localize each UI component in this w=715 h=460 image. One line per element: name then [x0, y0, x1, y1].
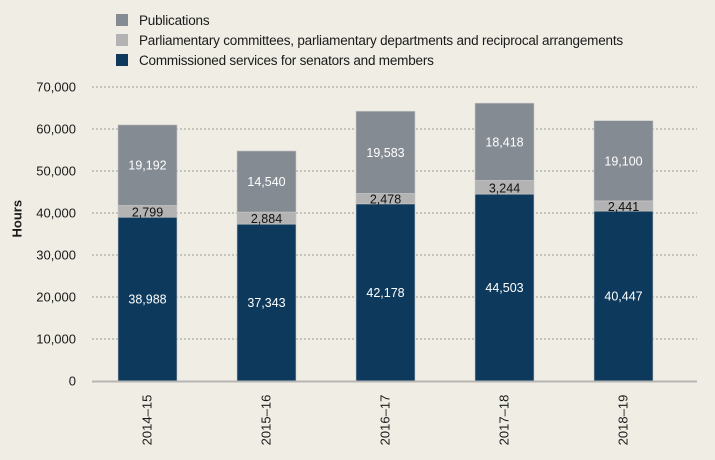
y-tick-label: 0 — [69, 374, 76, 389]
data-label: 40,447 — [604, 290, 642, 304]
data-label: 19,100 — [604, 154, 642, 168]
y-tick-label: 30,000 — [36, 248, 76, 263]
legend-swatch-commissioned — [116, 54, 128, 66]
legend-label-publications: Publications — [139, 12, 210, 28]
legend-swatch-publications — [116, 14, 128, 26]
legend-item-parliamentary: Parliamentary committees, parliamentary … — [116, 30, 623, 50]
bar-segment — [355, 110, 416, 194]
y-tick-label: 60,000 — [36, 122, 76, 137]
bar-segment — [355, 203, 416, 382]
bar-segment — [474, 102, 535, 181]
data-label: 2,799 — [132, 205, 163, 219]
data-label: 2,884 — [251, 212, 282, 226]
legend-label-commissioned: Commissioned services for senators and m… — [139, 52, 434, 68]
data-label: 18,418 — [485, 135, 523, 149]
y-tick-label: 20,000 — [36, 290, 76, 305]
data-label: 2,478 — [370, 193, 401, 207]
data-label: 2,441 — [608, 200, 639, 214]
x-tick-label: 2018–19 — [616, 395, 631, 446]
y-tick-label: 70,000 — [36, 80, 76, 95]
y-tick-label: 10,000 — [36, 332, 76, 347]
legend-item-commissioned: Commissioned services for senators and m… — [116, 50, 623, 70]
data-label: 3,244 — [489, 181, 520, 195]
bar-segment — [593, 210, 654, 382]
data-label: 37,343 — [247, 296, 285, 310]
data-label: 44,503 — [485, 281, 523, 295]
x-tick-label: 2017–18 — [497, 395, 512, 446]
bar-segment — [474, 193, 535, 382]
y-tick-label: 50,000 — [36, 164, 76, 179]
data-label: 14,540 — [247, 175, 285, 189]
data-label: 19,583 — [366, 146, 404, 160]
legend-label-parliamentary: Parliamentary committees, parliamentary … — [139, 32, 623, 48]
x-tick-label: 2014–15 — [140, 395, 155, 446]
bar-segment — [236, 150, 297, 213]
legend-swatch-parliamentary — [116, 34, 128, 46]
x-tick-label: 2016–17 — [378, 395, 393, 446]
bar-segment — [117, 124, 178, 206]
y-tick-label: 40,000 — [36, 206, 76, 221]
bar-segment — [117, 216, 178, 382]
legend-item-publications: Publications — [116, 10, 623, 30]
data-label: 19,192 — [128, 159, 166, 173]
data-label: 38,988 — [128, 293, 166, 307]
x-tick-label: 2015–16 — [259, 395, 274, 446]
bar-segment — [593, 120, 654, 202]
chart-legend: Publications Parliamentary committees, p… — [116, 10, 623, 70]
data-label: 42,178 — [366, 286, 404, 300]
